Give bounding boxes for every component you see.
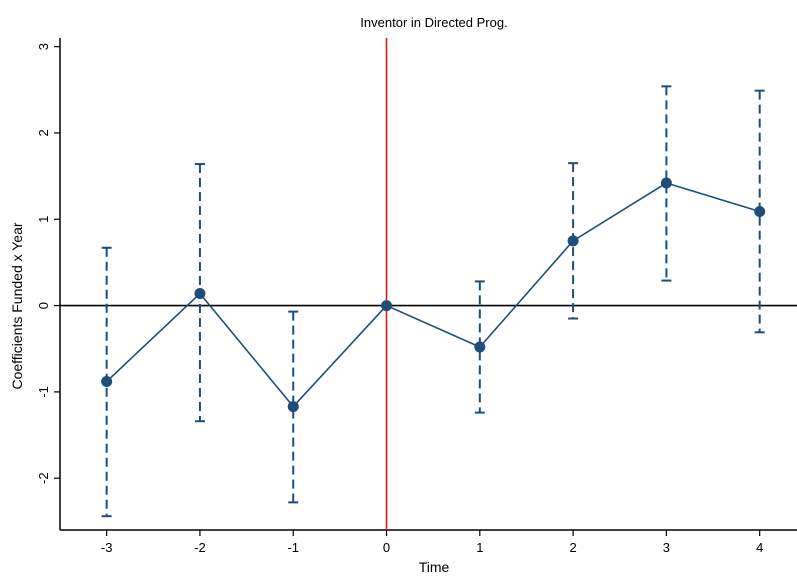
x-tick-label: -2 bbox=[194, 540, 206, 555]
data-point bbox=[754, 205, 766, 217]
x-tick-label: 1 bbox=[476, 540, 483, 555]
data-point bbox=[567, 235, 579, 247]
data-point bbox=[101, 376, 113, 388]
data-point bbox=[474, 341, 486, 353]
x-tick-label: 4 bbox=[756, 540, 763, 555]
y-tick-label: 2 bbox=[36, 129, 51, 136]
y-tick-label: 0 bbox=[36, 302, 51, 309]
y-tick-label: 1 bbox=[36, 216, 51, 223]
data-point bbox=[381, 300, 393, 312]
x-tick-label: -3 bbox=[101, 540, 113, 555]
x-tick-label: -1 bbox=[287, 540, 299, 555]
x-tick-label: 2 bbox=[569, 540, 576, 555]
y-tick-label: -1 bbox=[36, 386, 51, 398]
x-tick-label: 3 bbox=[663, 540, 670, 555]
data-point bbox=[194, 287, 206, 299]
y-axis-label: Coefficients Funded x Year bbox=[9, 222, 25, 389]
y-tick-label: 3 bbox=[36, 43, 51, 50]
data-point bbox=[287, 401, 299, 413]
plot-area: -2 -1 0 1 2 3 -3 -2 -1 0 1 2 3 4 bbox=[36, 38, 797, 555]
y-tick-label: -2 bbox=[36, 472, 51, 484]
series-line bbox=[106, 182, 760, 408]
x-tick-label: 0 bbox=[383, 540, 390, 555]
x-axis-label: Time bbox=[419, 559, 450, 575]
chart-title: Inventor in Directed Prog. bbox=[360, 15, 507, 30]
data-point bbox=[660, 177, 672, 189]
